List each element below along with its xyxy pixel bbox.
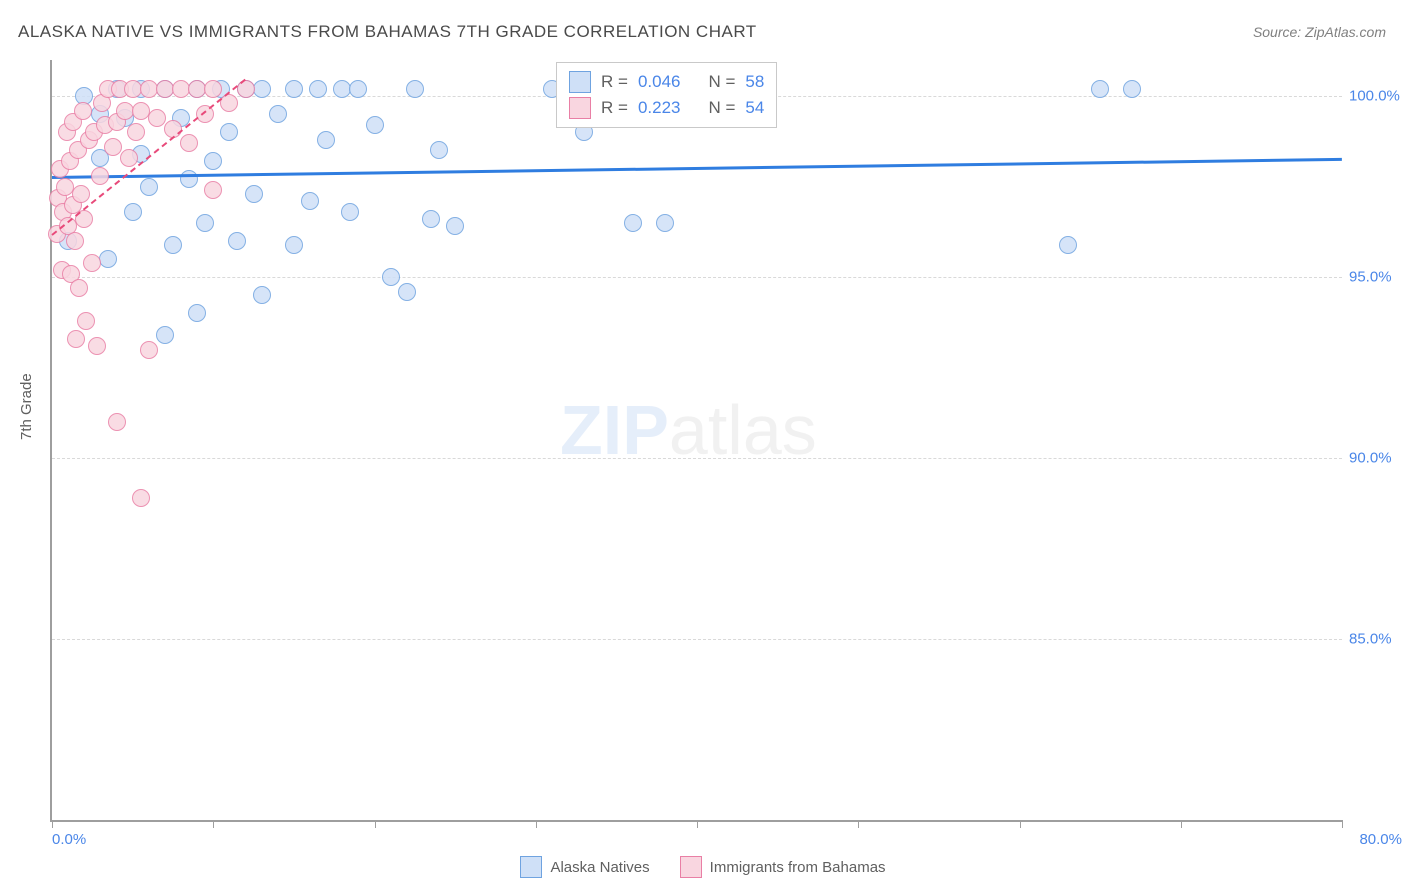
n-label: N =	[708, 72, 735, 92]
data-point	[108, 413, 126, 431]
data-point	[285, 236, 303, 254]
xtick-label: 80.0%	[1359, 831, 1402, 848]
data-point	[70, 279, 88, 297]
data-point	[341, 203, 359, 221]
xtick	[375, 820, 376, 828]
data-point	[77, 312, 95, 330]
data-point	[317, 131, 335, 149]
xtick	[697, 820, 698, 828]
data-point	[406, 80, 424, 98]
data-point	[366, 116, 384, 134]
data-point	[285, 80, 303, 98]
data-point	[446, 217, 464, 235]
data-point	[72, 185, 90, 203]
data-point	[1059, 236, 1077, 254]
data-point	[204, 152, 222, 170]
data-point	[220, 123, 238, 141]
data-point	[124, 203, 142, 221]
data-point	[204, 181, 222, 199]
ytick-label: 85.0%	[1349, 631, 1404, 648]
data-point	[204, 80, 222, 98]
data-point	[180, 134, 198, 152]
data-point	[422, 210, 440, 228]
xtick	[536, 820, 537, 828]
data-point	[67, 330, 85, 348]
data-point	[74, 102, 92, 120]
stats-box: R = 0.046 N = 58 R = 0.223 N = 54	[556, 62, 777, 128]
data-point	[1123, 80, 1141, 98]
gridline-h	[52, 277, 1342, 278]
xtick	[1181, 820, 1182, 828]
ytick-label: 100.0%	[1349, 88, 1404, 105]
data-point	[83, 254, 101, 272]
data-point	[349, 80, 367, 98]
data-point	[148, 109, 166, 127]
data-point	[656, 214, 674, 232]
xtick	[1020, 820, 1021, 828]
stats-row: R = 0.223 N = 54	[569, 95, 764, 121]
data-point	[228, 232, 246, 250]
legend-item: Immigrants from Bahamas	[680, 856, 886, 878]
data-point	[104, 138, 122, 156]
data-point	[127, 123, 145, 141]
xtick	[52, 820, 53, 828]
swatch-icon	[680, 856, 702, 878]
data-point	[253, 286, 271, 304]
y-axis-label: 7th Grade	[18, 373, 35, 440]
data-point	[398, 283, 416, 301]
data-point	[156, 326, 174, 344]
data-point	[88, 337, 106, 355]
data-point	[1091, 80, 1109, 98]
swatch-icon	[569, 71, 591, 93]
ytick-label: 95.0%	[1349, 269, 1404, 286]
source-credit: Source: ZipAtlas.com	[1253, 24, 1386, 40]
data-point	[140, 178, 158, 196]
data-point	[245, 185, 263, 203]
r-value: 0.046	[638, 72, 681, 92]
data-point	[253, 80, 271, 98]
legend: Alaska Natives Immigrants from Bahamas	[0, 856, 1406, 878]
data-point	[301, 192, 319, 210]
data-point	[99, 250, 117, 268]
swatch-icon	[569, 97, 591, 119]
data-point	[196, 214, 214, 232]
data-point	[624, 214, 642, 232]
legend-label: Immigrants from Bahamas	[710, 859, 886, 876]
stats-row: R = 0.046 N = 58	[569, 69, 764, 95]
data-point	[132, 489, 150, 507]
data-point	[164, 236, 182, 254]
trend-line	[52, 158, 1342, 179]
data-point	[120, 149, 138, 167]
data-point	[309, 80, 327, 98]
gridline-h	[52, 639, 1342, 640]
xtick	[213, 820, 214, 828]
data-point	[188, 304, 206, 322]
r-value: 0.223	[638, 98, 681, 118]
data-point	[382, 268, 400, 286]
chart-title: ALASKA NATIVE VS IMMIGRANTS FROM BAHAMAS…	[18, 22, 757, 42]
data-point	[269, 105, 287, 123]
legend-label: Alaska Natives	[550, 859, 649, 876]
xtick	[1342, 820, 1343, 828]
data-point	[140, 341, 158, 359]
r-label: R =	[601, 98, 628, 118]
data-point	[430, 141, 448, 159]
swatch-icon	[520, 856, 542, 878]
ytick-label: 90.0%	[1349, 450, 1404, 467]
data-point	[66, 232, 84, 250]
gridline-h	[52, 458, 1342, 459]
plot-area: 85.0%90.0%95.0%100.0%0.0%80.0%	[50, 60, 1342, 822]
xtick-label: 0.0%	[52, 831, 86, 848]
n-value: 58	[745, 72, 764, 92]
n-value: 54	[745, 98, 764, 118]
legend-item: Alaska Natives	[520, 856, 649, 878]
xtick	[858, 820, 859, 828]
n-label: N =	[708, 98, 735, 118]
r-label: R =	[601, 72, 628, 92]
data-point	[91, 167, 109, 185]
